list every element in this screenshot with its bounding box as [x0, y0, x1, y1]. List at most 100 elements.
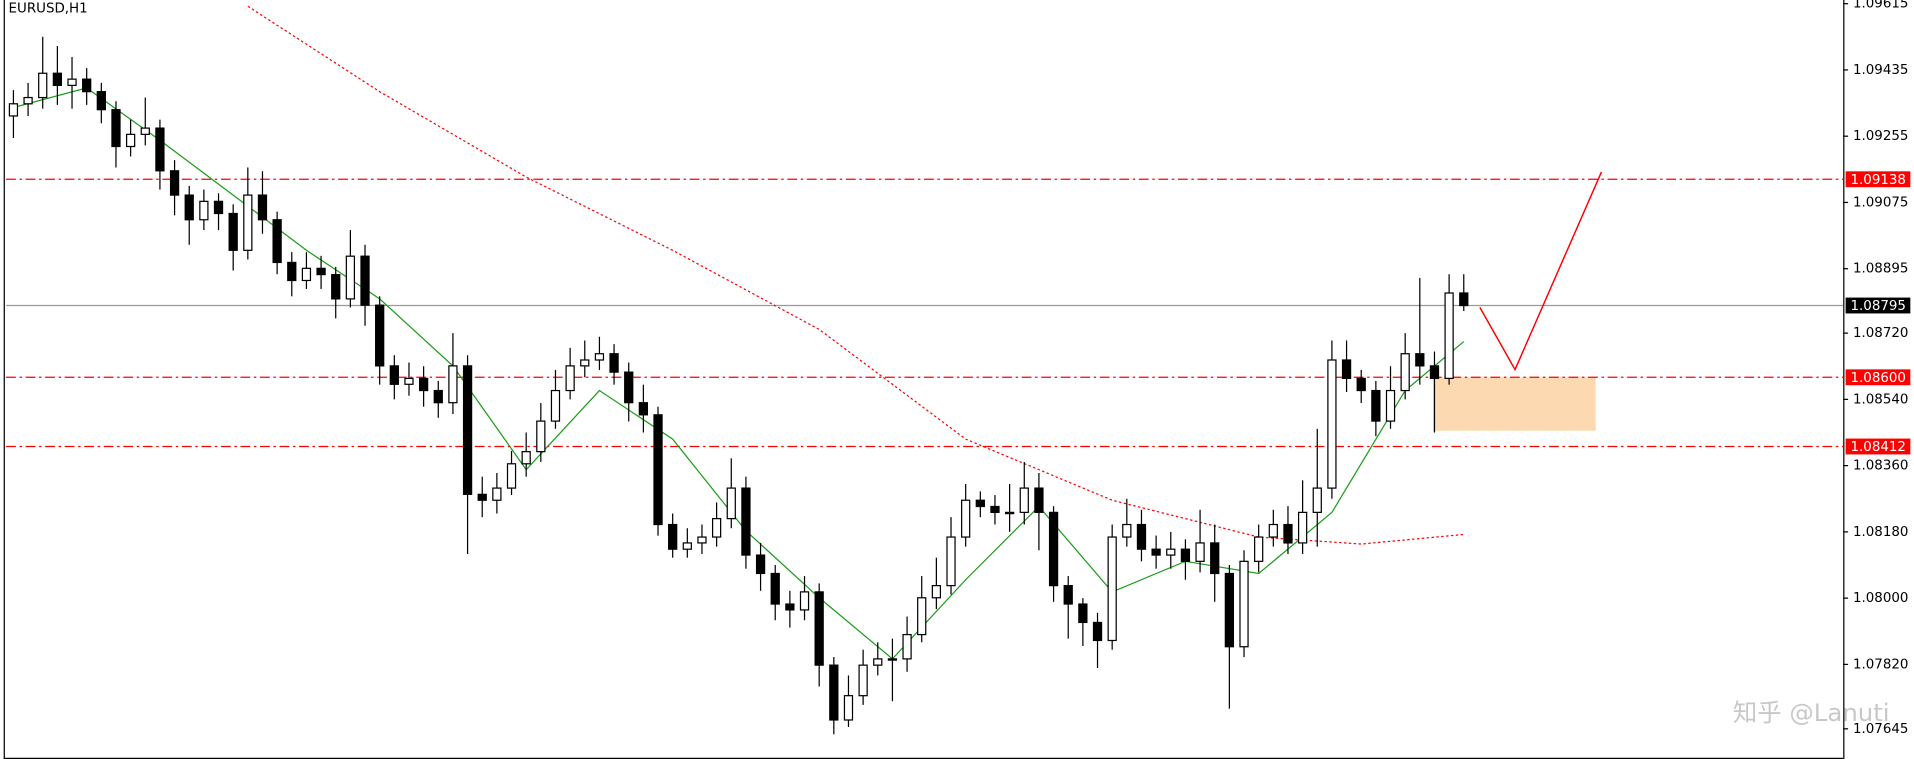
candle-body — [213, 200, 224, 215]
candle-body — [1356, 377, 1366, 392]
candle-body — [873, 658, 883, 666]
candle-body — [316, 267, 326, 276]
candle-body — [287, 261, 297, 282]
y-tick-label: 1.08360 — [1853, 459, 1908, 474]
candle-body — [726, 487, 736, 520]
candle-body — [946, 536, 956, 587]
candle-body — [1019, 487, 1029, 513]
candle-body — [565, 365, 575, 392]
candle-body — [462, 365, 473, 495]
candle-body — [1239, 560, 1249, 648]
y-tick-label: 1.08000 — [1853, 591, 1908, 606]
candle-body — [624, 371, 634, 404]
y-tick-label: 1.08895 — [1853, 262, 1908, 277]
candle-body — [477, 493, 487, 501]
candle-body — [1283, 523, 1293, 544]
candle-body — [961, 499, 971, 538]
candle-body — [169, 170, 180, 196]
candle-body — [301, 267, 312, 282]
candle-body — [814, 591, 824, 666]
candle-body — [155, 127, 165, 172]
candle-body — [1268, 523, 1278, 538]
candle-body — [829, 664, 839, 721]
plot-area — [6, 5, 1844, 735]
price-level-box — [1845, 438, 1911, 455]
zone — [1433, 377, 1596, 431]
candle-body — [1122, 523, 1132, 538]
candle-body — [506, 463, 517, 489]
candle-body — [917, 597, 927, 636]
candle-body — [550, 389, 561, 422]
price-level-label: 1.08412 — [1851, 440, 1906, 455]
candle-body — [1034, 487, 1044, 513]
candle-body — [38, 72, 48, 99]
candle-body — [609, 353, 619, 373]
candle-body — [521, 451, 531, 465]
candle-body — [902, 633, 912, 660]
moving-average — [247, 5, 1464, 545]
candle-body — [858, 664, 868, 697]
y-tick-label: 1.08540 — [1853, 392, 1908, 407]
y-tick-label: 1.08180 — [1853, 525, 1908, 540]
candle-body — [1180, 548, 1191, 562]
candle-body — [492, 487, 502, 501]
candle-body — [243, 194, 253, 251]
y-tick-label: 1.07645 — [1853, 722, 1908, 737]
candle-body — [1400, 353, 1410, 392]
candle-body — [272, 219, 282, 264]
candle-body — [536, 420, 546, 453]
candle-body — [23, 96, 33, 105]
candle-body — [1004, 511, 1015, 515]
candle-body — [682, 542, 692, 550]
candle-body — [257, 194, 268, 221]
forecast-arrow — [1479, 171, 1603, 372]
candle-body — [1444, 292, 1454, 380]
candle-body — [1327, 359, 1337, 489]
candle-body — [843, 695, 854, 721]
y-tick-label: 1.09075 — [1853, 195, 1908, 210]
candle-body — [975, 499, 985, 508]
candle-body — [140, 127, 150, 135]
candle-body — [433, 389, 443, 404]
candle-body — [580, 359, 590, 367]
candle-body — [418, 377, 429, 392]
candle-body — [1415, 353, 1425, 367]
candle-body — [697, 536, 707, 544]
candle-body — [1429, 365, 1440, 380]
candle-body — [345, 255, 356, 300]
candle-body — [799, 591, 810, 611]
chart-title: EURUSD,H1 — [9, 2, 88, 17]
y-tick-label: 1.09255 — [1853, 129, 1908, 144]
candle-body — [1195, 542, 1205, 562]
candle-body — [1385, 389, 1396, 422]
candle-body — [1312, 487, 1322, 513]
y-tick-label: 1.08720 — [1853, 326, 1908, 341]
candle-body — [1166, 548, 1176, 556]
candle-body — [1092, 621, 1103, 642]
candle-body — [199, 200, 209, 221]
price-level-label: 1.08795 — [1851, 299, 1906, 314]
candle-body — [741, 487, 751, 556]
candle-body — [755, 554, 766, 575]
candle-body — [711, 518, 722, 538]
candle-body — [448, 365, 458, 404]
candle-body — [653, 414, 663, 526]
candle-body — [331, 273, 341, 300]
candle-body — [1459, 292, 1469, 307]
candle-body — [1371, 389, 1381, 422]
price-level-label: 1.09138 — [1851, 173, 1906, 188]
candle-body — [931, 585, 942, 599]
y-tick-label: 1.09615 — [1853, 0, 1908, 12]
candle-body — [67, 78, 77, 87]
candle-body — [1254, 536, 1264, 562]
candle-body — [1063, 585, 1073, 605]
candle-body — [389, 365, 399, 385]
candle-body — [96, 91, 106, 111]
price-level-box — [1845, 171, 1911, 188]
candle-body — [52, 72, 63, 87]
price-level-box — [1845, 369, 1911, 386]
price-level-box — [1845, 297, 1911, 314]
candle-body — [990, 505, 1000, 513]
candle-body — [638, 402, 649, 416]
